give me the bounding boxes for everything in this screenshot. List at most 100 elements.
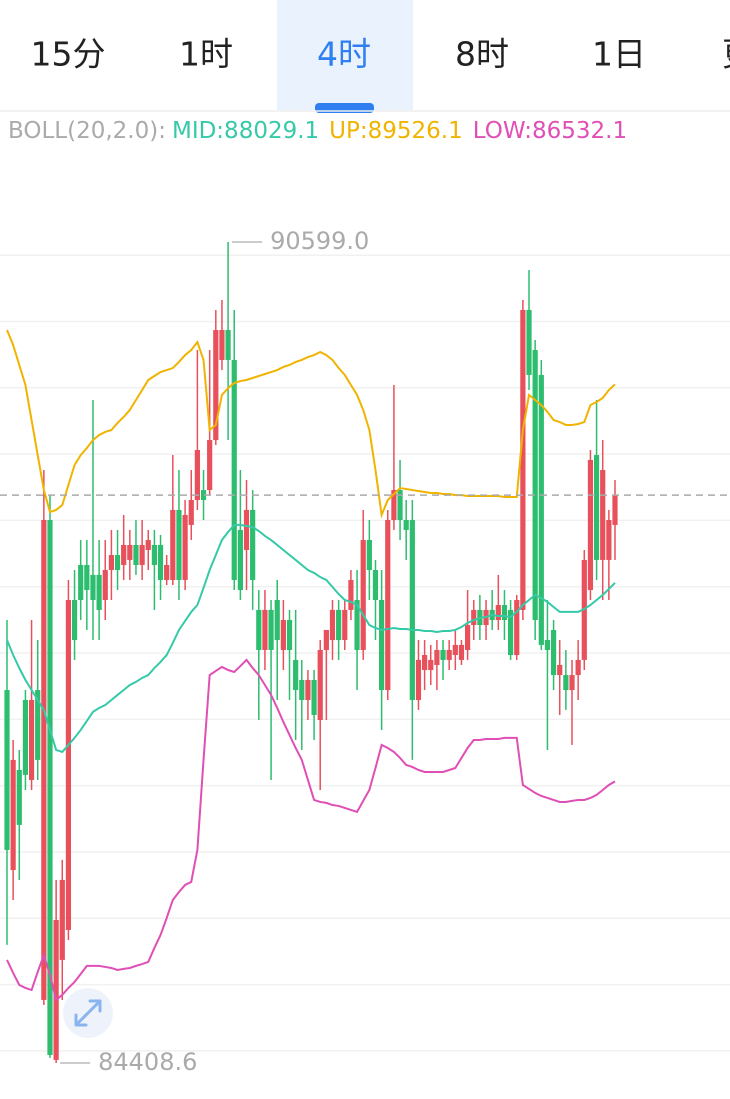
tab[interactable]: 1日 [592, 35, 646, 74]
legend-entry: MID:88029.1 [172, 118, 319, 144]
candle-body [391, 490, 397, 521]
tab[interactable]: 更 [722, 35, 730, 74]
indicator-legend: BOLL(20,2.0): MID:88029.1 UP:89526.1 LOW:86… [8, 118, 627, 144]
candle-body [575, 659, 581, 676]
candle-body [207, 440, 213, 491]
candle-body [59, 879, 65, 960]
candle-body [65, 599, 72, 930]
candle-body [139, 544, 145, 565]
candle-body [286, 620, 293, 650]
candle-body [16, 770, 22, 825]
candle-body [114, 555, 121, 571]
candle-body [237, 529, 243, 591]
candle-body [434, 649, 440, 665]
candle-body [35, 690, 41, 760]
candle-body [526, 309, 532, 375]
candle-body [133, 544, 139, 565]
candle-body [41, 520, 47, 1000]
candle-body [495, 605, 501, 621]
candle-body [157, 544, 164, 580]
candle-body [600, 470, 606, 560]
candle-body [151, 544, 157, 565]
candle-body [293, 659, 299, 691]
legend-entry: UP:89526.1 [329, 118, 463, 144]
candle-body [458, 644, 465, 660]
candle-body [182, 514, 188, 580]
candle-body [262, 609, 268, 650]
candle-body [532, 350, 538, 621]
candle-body [385, 520, 391, 691]
tab-active[interactable]: 4时 [317, 35, 371, 74]
boll-line [6, 658, 616, 1002]
candle-body [544, 640, 551, 650]
candle-body [164, 564, 170, 580]
tab[interactable]: 15分 [31, 35, 106, 74]
candle-body [323, 629, 329, 650]
candle-body [28, 699, 35, 780]
boll-line [6, 523, 616, 754]
candle-body [22, 699, 29, 775]
candle-body [372, 570, 379, 600]
candle-body [256, 609, 262, 650]
candle-body [311, 679, 317, 715]
candle-body [465, 625, 471, 650]
candle-body [243, 509, 250, 550]
candle-body [520, 309, 526, 610]
candle-body [409, 520, 415, 700]
candle-body [10, 759, 16, 870]
candle-body [501, 605, 508, 621]
active-tab-bg [277, 0, 413, 110]
legend-entry: LOW:86532.1 [473, 118, 627, 144]
candle-body [471, 609, 477, 626]
candle-body [71, 599, 78, 641]
candle-body [280, 620, 286, 650]
candle-body [397, 490, 403, 521]
candle-body [225, 329, 231, 360]
candle-body [299, 679, 305, 700]
candle-body [452, 644, 458, 656]
plot: 90599.0 84408.6 [0, 227, 730, 1076]
candle-body [102, 570, 108, 600]
candle-body [176, 509, 182, 580]
boll-line [6, 329, 616, 519]
candle-body [53, 919, 59, 1060]
candle-body [422, 655, 428, 671]
candle-body [4, 690, 10, 850]
candle-body [127, 544, 133, 560]
candle-body [403, 520, 409, 530]
expand-button[interactable] [63, 988, 113, 1038]
candle-body [274, 599, 280, 641]
candle-body [188, 499, 194, 525]
candle-body [593, 455, 600, 560]
candle-body [569, 675, 575, 691]
candle-body [200, 490, 207, 500]
candle-body [305, 679, 311, 700]
tab[interactable]: 1时 [179, 35, 233, 74]
candle-body [329, 609, 336, 641]
candle-body [514, 599, 520, 656]
candle-body [538, 374, 544, 645]
candle-body [108, 555, 115, 571]
candle-body [121, 544, 127, 565]
candle-body [354, 599, 360, 650]
candle-body [96, 574, 102, 610]
candle-body [250, 509, 256, 580]
candle-body [379, 599, 385, 691]
candle-body [78, 564, 84, 600]
candle-body [268, 609, 274, 650]
candle-body [360, 540, 366, 650]
tab[interactable]: 8时 [455, 35, 509, 74]
candle-body [587, 459, 594, 591]
expand-icon [74, 999, 102, 1027]
candle-body [563, 675, 569, 691]
candle-body [348, 579, 354, 610]
candle-body [194, 450, 200, 500]
candle-body [446, 649, 452, 660]
candle-body [342, 609, 348, 641]
candle-body [366, 540, 372, 571]
annotation-label: 84408.6 [98, 1048, 197, 1076]
annotation-label: 90599.0 [270, 227, 369, 255]
candle-body [231, 359, 237, 580]
candle-body [550, 629, 557, 676]
